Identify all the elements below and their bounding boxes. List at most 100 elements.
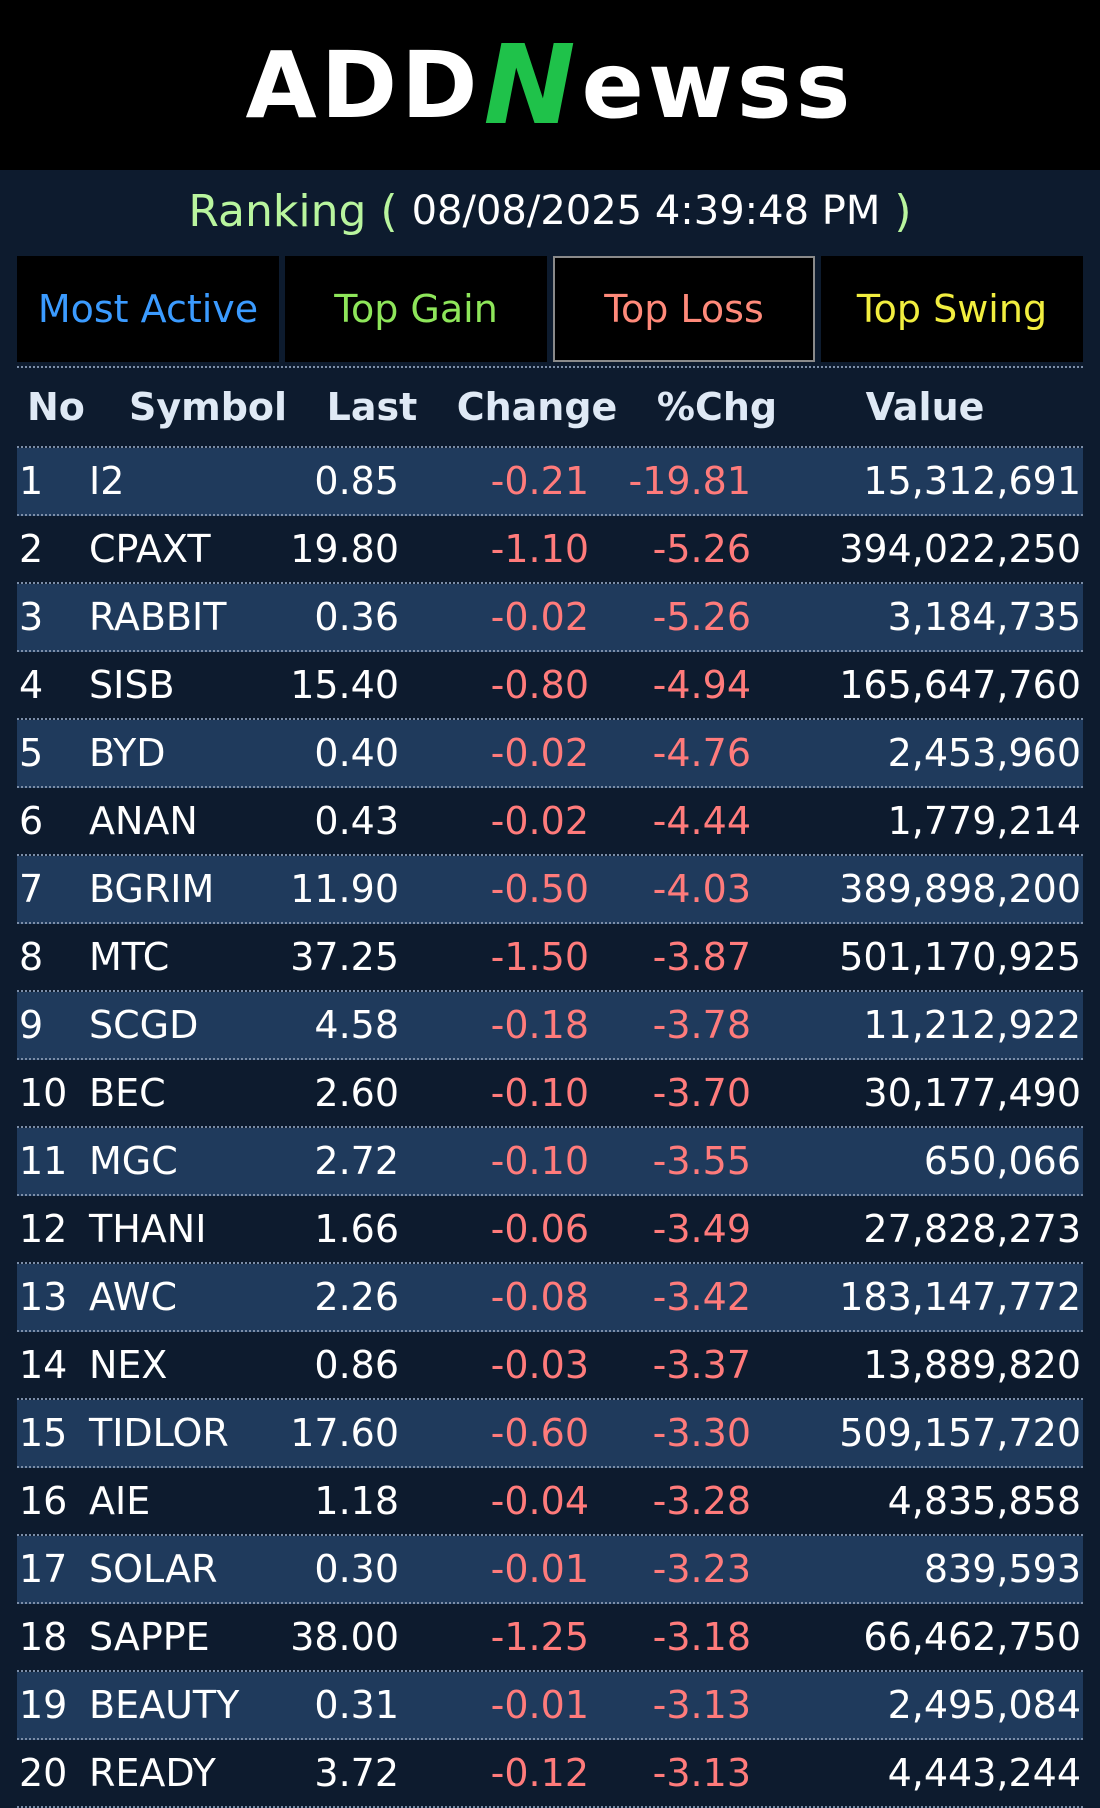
pct-change-cell: -4.94 bbox=[652, 663, 751, 707]
last-price-cell: 0.36 bbox=[314, 595, 399, 639]
last-price-cell: 2.60 bbox=[314, 1071, 399, 1115]
last-price-cell: 2.26 bbox=[314, 1275, 399, 1319]
table-row[interactable]: 3 RABBIT 0.36 -0.02 -5.26 3,184,735 bbox=[17, 584, 1083, 652]
logo-text-add: ADD bbox=[245, 31, 482, 139]
value-cell: 501,170,925 bbox=[839, 935, 1081, 979]
change-cell: -0.18 bbox=[490, 1003, 589, 1047]
table-row[interactable]: 8 MTC 37.25 -1.50 -3.87 501,170,925 bbox=[17, 924, 1083, 992]
row-number: 17 bbox=[19, 1547, 68, 1591]
column-header-symbol[interactable]: Symbol bbox=[129, 385, 288, 429]
row-number: 16 bbox=[19, 1479, 68, 1523]
pct-change-cell: -3.87 bbox=[652, 935, 751, 979]
symbol-cell: SISB bbox=[89, 663, 175, 707]
pct-change-cell: -4.03 bbox=[652, 867, 751, 911]
table-row[interactable]: 4 SISB 15.40 -0.80 -4.94 165,647,760 bbox=[17, 652, 1083, 720]
row-number: 5 bbox=[19, 731, 44, 775]
row-number: 13 bbox=[19, 1275, 68, 1319]
tab-top-gain[interactable]: Top Gain bbox=[285, 256, 547, 362]
table-row[interactable]: 19 BEAUTY 0.31 -0.01 -3.13 2,495,084 bbox=[17, 1672, 1083, 1740]
row-number: 7 bbox=[19, 867, 44, 911]
value-cell: 394,022,250 bbox=[839, 527, 1081, 571]
row-number: 19 bbox=[19, 1683, 68, 1727]
column-header-value[interactable]: Value bbox=[865, 385, 985, 429]
change-cell: -1.50 bbox=[490, 935, 589, 979]
table-row[interactable]: 7 BGRIM 11.90 -0.50 -4.03 389,898,200 bbox=[17, 856, 1083, 924]
value-cell: 15,312,691 bbox=[863, 459, 1081, 503]
last-price-cell: 1.18 bbox=[314, 1479, 399, 1523]
change-cell: -0.02 bbox=[490, 731, 589, 775]
pct-change-cell: -3.13 bbox=[652, 1683, 751, 1727]
change-cell: -0.06 bbox=[490, 1207, 589, 1251]
symbol-cell: TIDLOR bbox=[89, 1411, 229, 1455]
pct-change-cell: -3.55 bbox=[652, 1139, 751, 1183]
value-cell: 66,462,750 bbox=[863, 1615, 1081, 1659]
value-cell: 11,212,922 bbox=[863, 1003, 1081, 1047]
ranking-label: Ranking bbox=[188, 185, 367, 237]
table-row[interactable]: 18 SAPPE 38.00 -1.25 -3.18 66,462,750 bbox=[17, 1604, 1083, 1672]
table-row[interactable]: 17 SOLAR 0.30 -0.01 -3.23 839,593 bbox=[17, 1536, 1083, 1604]
column-header-pct-change[interactable]: %Chg bbox=[656, 385, 778, 429]
table-row[interactable]: 12 THANI 1.66 -0.06 -3.49 27,828,273 bbox=[17, 1196, 1083, 1264]
table-row[interactable]: 14 NEX 0.86 -0.03 -3.37 13,889,820 bbox=[17, 1332, 1083, 1400]
table-row[interactable]: 16 AIE 1.18 -0.04 -3.28 4,835,858 bbox=[17, 1468, 1083, 1536]
row-number: 8 bbox=[19, 935, 44, 979]
symbol-cell: BEAUTY bbox=[89, 1683, 240, 1727]
pct-change-cell: -3.30 bbox=[652, 1411, 751, 1455]
row-number: 12 bbox=[19, 1207, 68, 1251]
table-row[interactable]: 20 READY 3.72 -0.12 -3.13 4,443,244 bbox=[17, 1740, 1083, 1808]
last-price-cell: 0.30 bbox=[314, 1547, 399, 1591]
ranking-table: No Symbol Last Change %Chg Value 1 I2 0.85… bbox=[17, 366, 1083, 1808]
table-row[interactable]: 1 I2 0.85 -0.21 -19.81 15,312,691 bbox=[17, 448, 1083, 516]
pct-change-cell: -3.70 bbox=[652, 1071, 751, 1115]
pct-change-cell: -4.44 bbox=[652, 799, 751, 843]
table-row[interactable]: 15 TIDLOR 17.60 -0.60 -3.30 509,157,720 bbox=[17, 1400, 1083, 1468]
table-row[interactable]: 13 AWC 2.26 -0.08 -3.42 183,147,772 bbox=[17, 1264, 1083, 1332]
change-cell: -0.80 bbox=[490, 663, 589, 707]
table-row[interactable]: 9 SCGD 4.58 -0.18 -3.78 11,212,922 bbox=[17, 992, 1083, 1060]
last-price-cell: 0.85 bbox=[314, 459, 399, 503]
value-cell: 509,157,720 bbox=[839, 1411, 1081, 1455]
value-cell: 30,177,490 bbox=[863, 1071, 1081, 1115]
table-row[interactable]: 2 CPAXT 19.80 -1.10 -5.26 394,022,250 bbox=[17, 516, 1083, 584]
table-row[interactable]: 5 BYD 0.40 -0.02 -4.76 2,453,960 bbox=[17, 720, 1083, 788]
table-row[interactable]: 6 ANAN 0.43 -0.02 -4.44 1,779,214 bbox=[17, 788, 1083, 856]
last-price-cell: 15.40 bbox=[290, 663, 399, 707]
pct-change-cell: -3.49 bbox=[652, 1207, 751, 1251]
value-cell: 650,066 bbox=[923, 1139, 1081, 1183]
value-cell: 2,495,084 bbox=[887, 1683, 1081, 1727]
value-cell: 4,443,244 bbox=[887, 1751, 1081, 1795]
last-price-cell: 37.25 bbox=[290, 935, 399, 979]
pct-change-cell: -3.37 bbox=[652, 1343, 751, 1387]
logo-text-ewss: ewss bbox=[581, 31, 855, 139]
change-cell: -1.25 bbox=[490, 1615, 589, 1659]
last-price-cell: 0.31 bbox=[314, 1683, 399, 1727]
value-cell: 839,593 bbox=[923, 1547, 1081, 1591]
symbol-cell: THANI bbox=[89, 1207, 207, 1251]
tab-most-active[interactable]: Most Active bbox=[17, 256, 279, 362]
row-number: 4 bbox=[19, 663, 44, 707]
table-header-row: No Symbol Last Change %Chg Value bbox=[17, 368, 1083, 448]
column-header-no[interactable]: No bbox=[27, 385, 85, 429]
tab-top-loss[interactable]: Top Loss bbox=[553, 256, 815, 362]
logo-n-mark: N bbox=[483, 21, 580, 149]
pct-change-cell: -5.26 bbox=[652, 595, 751, 639]
row-number: 15 bbox=[19, 1411, 68, 1455]
ranking-tabs: Most Active Top Gain Top Loss Top Swing bbox=[17, 256, 1083, 362]
last-price-cell: 0.86 bbox=[314, 1343, 399, 1387]
value-cell: 1,779,214 bbox=[887, 799, 1081, 843]
symbol-cell: AIE bbox=[89, 1479, 151, 1523]
symbol-cell: MGC bbox=[89, 1139, 178, 1183]
symbol-cell: RABBIT bbox=[89, 595, 227, 639]
table-body: 1 I2 0.85 -0.21 -19.81 15,312,691 2 CPAXT 19.80 -… bbox=[17, 448, 1083, 1808]
column-header-last[interactable]: Last bbox=[326, 385, 418, 429]
row-number: 10 bbox=[19, 1071, 68, 1115]
change-cell: -0.02 bbox=[490, 595, 589, 639]
row-number: 1 bbox=[19, 459, 44, 503]
change-cell: -0.12 bbox=[490, 1751, 589, 1795]
symbol-cell: BEC bbox=[89, 1071, 166, 1115]
column-header-change[interactable]: Change bbox=[456, 385, 618, 429]
tab-top-swing[interactable]: Top Swing bbox=[821, 256, 1083, 362]
table-row[interactable]: 11 MGC 2.72 -0.10 -3.55 650,066 bbox=[17, 1128, 1083, 1196]
last-price-cell: 38.00 bbox=[290, 1615, 399, 1659]
table-row[interactable]: 10 BEC 2.60 -0.10 -3.70 30,177,490 bbox=[17, 1060, 1083, 1128]
